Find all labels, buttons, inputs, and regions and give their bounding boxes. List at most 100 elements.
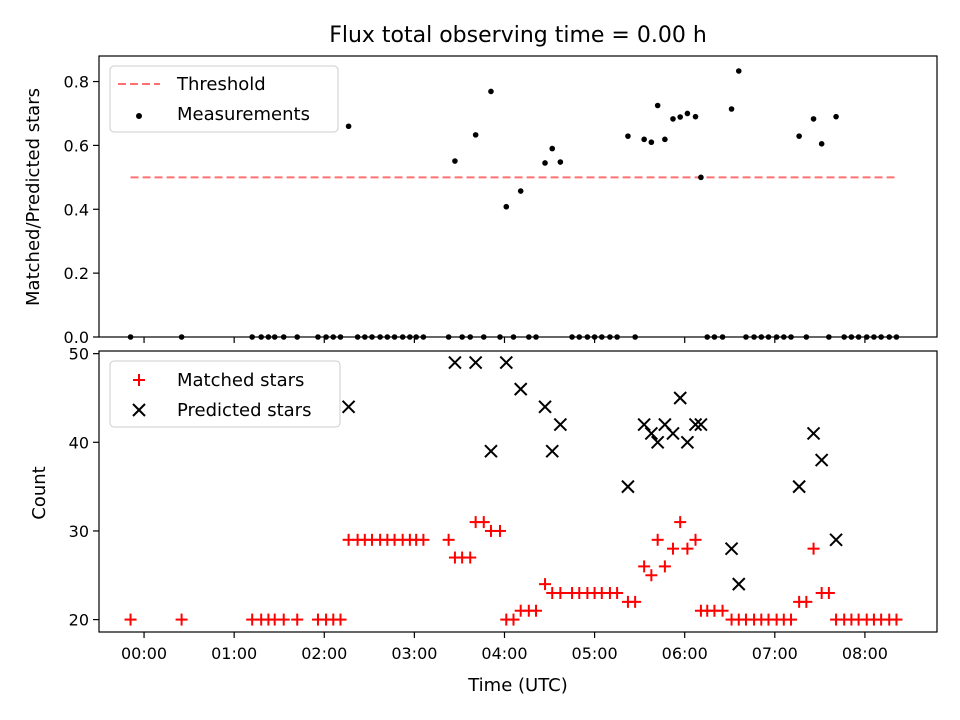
measurements-point	[818, 141, 825, 147]
matched-stars-point	[124, 613, 137, 626]
matched-stars-point	[658, 560, 671, 573]
legend-predicted-label: Predicted stars	[177, 400, 311, 421]
y-tick-label: 0.8	[64, 73, 89, 92]
measurements-point	[654, 102, 661, 109]
matched-stars-point	[539, 578, 552, 591]
x-tick-label: 08:00	[842, 644, 888, 663]
predicted-stars-point	[448, 355, 462, 370]
x-axis-label: Time (UTC)	[467, 675, 568, 696]
y-tick-label: 50	[69, 345, 89, 364]
predicted-stars-point	[545, 444, 559, 458]
measurements-point	[684, 110, 691, 117]
predicted-stars-point	[341, 400, 356, 414]
y-tick-label: 0.4	[64, 200, 89, 219]
matched-stars-point	[689, 533, 702, 546]
predicted-stars-point	[732, 577, 746, 591]
predicted-stars-point	[806, 426, 821, 441]
measurements-point	[452, 158, 458, 164]
predicted-stars-point	[694, 417, 708, 432]
top-axes-frame	[98, 55, 938, 338]
predicted-stars-point	[688, 417, 703, 432]
matched-stars-point	[477, 516, 490, 529]
matched-stars-point	[645, 569, 658, 582]
measurements-point	[648, 139, 655, 146]
bottom-legend: Matched stars Predicted stars	[109, 360, 341, 428]
y-tick-label: 0.0	[64, 328, 89, 347]
measurements-point	[692, 113, 699, 120]
measurements-point	[517, 188, 524, 194]
predicted-stars-point	[680, 435, 695, 450]
x-tick-label: 01:00	[211, 644, 257, 663]
x-tick-label: 03:00	[391, 644, 437, 663]
measurements-point	[796, 133, 802, 139]
predicted-stars-point	[792, 479, 806, 494]
measurements-point	[503, 203, 510, 210]
measurements-point	[557, 159, 564, 165]
matched-stars-point	[807, 542, 820, 555]
matched-stars-point	[651, 533, 664, 546]
measurements-point	[677, 114, 683, 120]
predicted-stars-point	[814, 453, 829, 467]
bottom-axes-frame	[98, 350, 938, 633]
measurements-point	[810, 116, 817, 122]
matched-stars-point	[890, 613, 903, 626]
top-legend-box	[109, 65, 339, 133]
y-tick-label: 30	[69, 522, 89, 541]
legend-matched-swatch	[133, 374, 145, 386]
top-x-axis	[143, 337, 866, 343]
matched-stars-point	[800, 595, 813, 608]
measurements-point	[728, 106, 735, 112]
predicted-stars-point	[673, 391, 687, 405]
measurements-point	[345, 123, 352, 130]
legend-matched-label: Matched stars	[177, 370, 304, 391]
matched-stars-point	[493, 524, 506, 537]
matched-stars-point	[291, 613, 304, 626]
top-panel: 0.00.20.40.60.8 Matched/Predicted stars …	[23, 55, 938, 347]
legend-predicted-swatch	[132, 403, 146, 417]
top-y-axis: 0.0 0.2 0.4 0.6 0.8	[64, 73, 99, 347]
x-tick-label: 04:00	[481, 644, 527, 663]
matched-stars-point	[442, 533, 455, 546]
matched-stars-point	[464, 551, 477, 564]
matched-stars-point	[785, 613, 798, 626]
measurements-point	[488, 88, 494, 95]
matched-stars-point	[277, 613, 290, 626]
matched-stars-point	[554, 586, 567, 599]
matched-stars-point	[629, 595, 642, 608]
predicted-stars-point	[666, 426, 680, 441]
predicted-stars-point	[468, 355, 483, 370]
measurements-point	[625, 133, 631, 139]
matched-stars-point	[175, 613, 188, 626]
matched-stars-point	[666, 542, 679, 555]
measurements-point	[542, 160, 548, 166]
x-tick-label: 06:00	[662, 644, 708, 663]
measurements-point	[662, 136, 668, 143]
predicted-stars-point	[724, 541, 739, 556]
chart-title: Flux total observing time = 0.00 h	[329, 23, 707, 48]
measurements-point	[670, 116, 676, 122]
x-tick-label: 07:00	[752, 644, 798, 663]
x-tick-label: 05:00	[572, 644, 618, 663]
predicted-stars-point	[499, 355, 513, 370]
x-tick-label: 00:00	[121, 644, 167, 663]
predicted-stars-point	[829, 533, 843, 547]
top-legend: Threshold Measurements	[109, 65, 339, 133]
y-tick-label: 0.2	[64, 264, 89, 283]
bottom-y-axis-label: Count	[29, 466, 50, 519]
legend-threshold-label: Threshold	[176, 74, 266, 95]
bottom-plot-area	[124, 355, 903, 626]
measurements-point	[472, 132, 479, 138]
bottom-legend-box	[109, 360, 341, 428]
bottom-y-axis: 20 30 40 50	[69, 345, 99, 630]
matched-stars-point	[681, 542, 694, 555]
legend-measurements-swatch	[136, 113, 142, 119]
x-tick-label: 02:00	[301, 644, 347, 663]
measurements-point	[735, 68, 742, 74]
measurements-point	[833, 113, 839, 120]
matched-stars-point	[417, 533, 430, 546]
predicted-stars-point	[637, 417, 651, 432]
matched-stars-point	[638, 560, 651, 573]
top-y-axis-label: Matched/Predicted stars	[23, 88, 44, 306]
predicted-stars-point	[553, 417, 568, 432]
